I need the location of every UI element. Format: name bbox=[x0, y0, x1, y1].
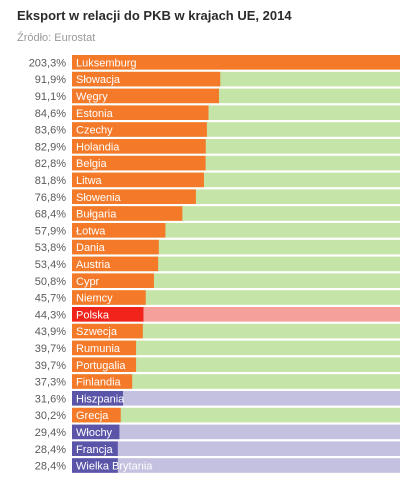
bar bbox=[72, 391, 123, 406]
bar-track bbox=[72, 407, 400, 423]
bar bbox=[72, 424, 120, 440]
value-label: 82,8% bbox=[35, 158, 66, 170]
bar-track bbox=[72, 441, 400, 456]
bar bbox=[72, 55, 400, 70]
category-label: Czechy bbox=[76, 125, 113, 137]
category-label: Węgry bbox=[76, 91, 108, 103]
category-label: Polska bbox=[76, 309, 110, 321]
category-label: Portugalia bbox=[76, 360, 126, 372]
value-label: 43,9% bbox=[35, 326, 66, 338]
category-label: Francja bbox=[76, 444, 114, 456]
bar-track bbox=[72, 340, 400, 356]
value-label: 91,1% bbox=[35, 91, 66, 103]
bar bbox=[72, 88, 219, 104]
category-label: Włochy bbox=[76, 427, 113, 439]
value-label: 29,4% bbox=[35, 427, 66, 439]
bar bbox=[72, 340, 137, 356]
category-label: Wielka Brytania bbox=[76, 461, 153, 473]
value-label: 203,3% bbox=[29, 57, 67, 69]
category-label: Niemcy bbox=[76, 293, 113, 305]
bar bbox=[72, 122, 207, 137]
bar bbox=[72, 239, 159, 255]
value-label: 76,8% bbox=[35, 192, 66, 204]
category-label: Słowacja bbox=[76, 74, 121, 86]
bar-track bbox=[72, 458, 400, 473]
category-label: Austria bbox=[76, 259, 111, 271]
category-label: Cypr bbox=[76, 276, 100, 288]
bar-track bbox=[72, 374, 400, 389]
category-label: Bułgaria bbox=[76, 209, 117, 221]
category-label: Belgia bbox=[76, 158, 107, 170]
bar bbox=[72, 307, 144, 322]
category-label: Słowenia bbox=[76, 192, 122, 204]
category-label: Hiszpania bbox=[76, 393, 125, 405]
category-label: Rumunia bbox=[76, 343, 121, 355]
bar bbox=[72, 290, 146, 305]
category-label: Łotwa bbox=[76, 225, 106, 237]
value-label: 81,8% bbox=[35, 175, 66, 187]
bar bbox=[72, 206, 183, 221]
value-label: 84,6% bbox=[35, 108, 66, 120]
category-label: Grecja bbox=[76, 410, 109, 422]
value-label: 28,4% bbox=[35, 461, 66, 473]
category-label: Finlandia bbox=[76, 377, 122, 389]
bar-track bbox=[72, 323, 400, 339]
value-label: 37,3% bbox=[35, 377, 66, 389]
value-label: 39,7% bbox=[35, 360, 66, 372]
bar bbox=[72, 323, 143, 339]
bar-track bbox=[72, 273, 400, 288]
chart-title: Eksport w relacji do PKB w krajach UE, 2… bbox=[17, 8, 292, 23]
value-label: 53,4% bbox=[35, 259, 66, 271]
bar bbox=[72, 155, 206, 171]
bar-track bbox=[72, 424, 400, 440]
value-label: 30,2% bbox=[35, 410, 66, 422]
bar bbox=[72, 441, 118, 456]
value-label: 68,4% bbox=[35, 209, 66, 221]
value-label: 45,7% bbox=[35, 293, 66, 305]
bar-track bbox=[72, 391, 400, 406]
value-label: 39,7% bbox=[35, 343, 66, 355]
value-label: 53,8% bbox=[35, 242, 66, 254]
category-label: Luksemburg bbox=[76, 57, 137, 69]
category-label: Litwa bbox=[76, 175, 103, 187]
value-label: 50,8% bbox=[35, 276, 66, 288]
value-label: 44,3% bbox=[35, 309, 66, 321]
bar bbox=[72, 105, 209, 120]
value-label: 91,9% bbox=[35, 74, 66, 86]
bar bbox=[72, 357, 137, 372]
bar-track bbox=[72, 307, 400, 322]
bar bbox=[72, 139, 206, 154]
bar bbox=[72, 273, 154, 288]
bar bbox=[72, 189, 196, 204]
value-label: 82,9% bbox=[35, 141, 66, 153]
bar bbox=[72, 223, 166, 238]
value-label: 28,4% bbox=[35, 444, 66, 456]
chart-source: Źródło: Eurostat bbox=[17, 32, 96, 44]
category-label: Estonia bbox=[76, 108, 114, 120]
bar bbox=[72, 256, 159, 272]
bar-track bbox=[72, 290, 400, 305]
value-label: 57,9% bbox=[35, 225, 66, 237]
bar bbox=[72, 407, 121, 423]
value-label: 31,6% bbox=[35, 393, 66, 405]
bar bbox=[72, 458, 118, 473]
category-label: Holandia bbox=[76, 141, 120, 153]
bar bbox=[72, 374, 133, 389]
bar bbox=[72, 172, 204, 188]
category-label: Dania bbox=[76, 242, 106, 254]
category-label: Szwecja bbox=[76, 326, 118, 338]
bar bbox=[72, 71, 221, 87]
value-label: 83,6% bbox=[35, 125, 66, 137]
bar-track bbox=[72, 357, 400, 372]
